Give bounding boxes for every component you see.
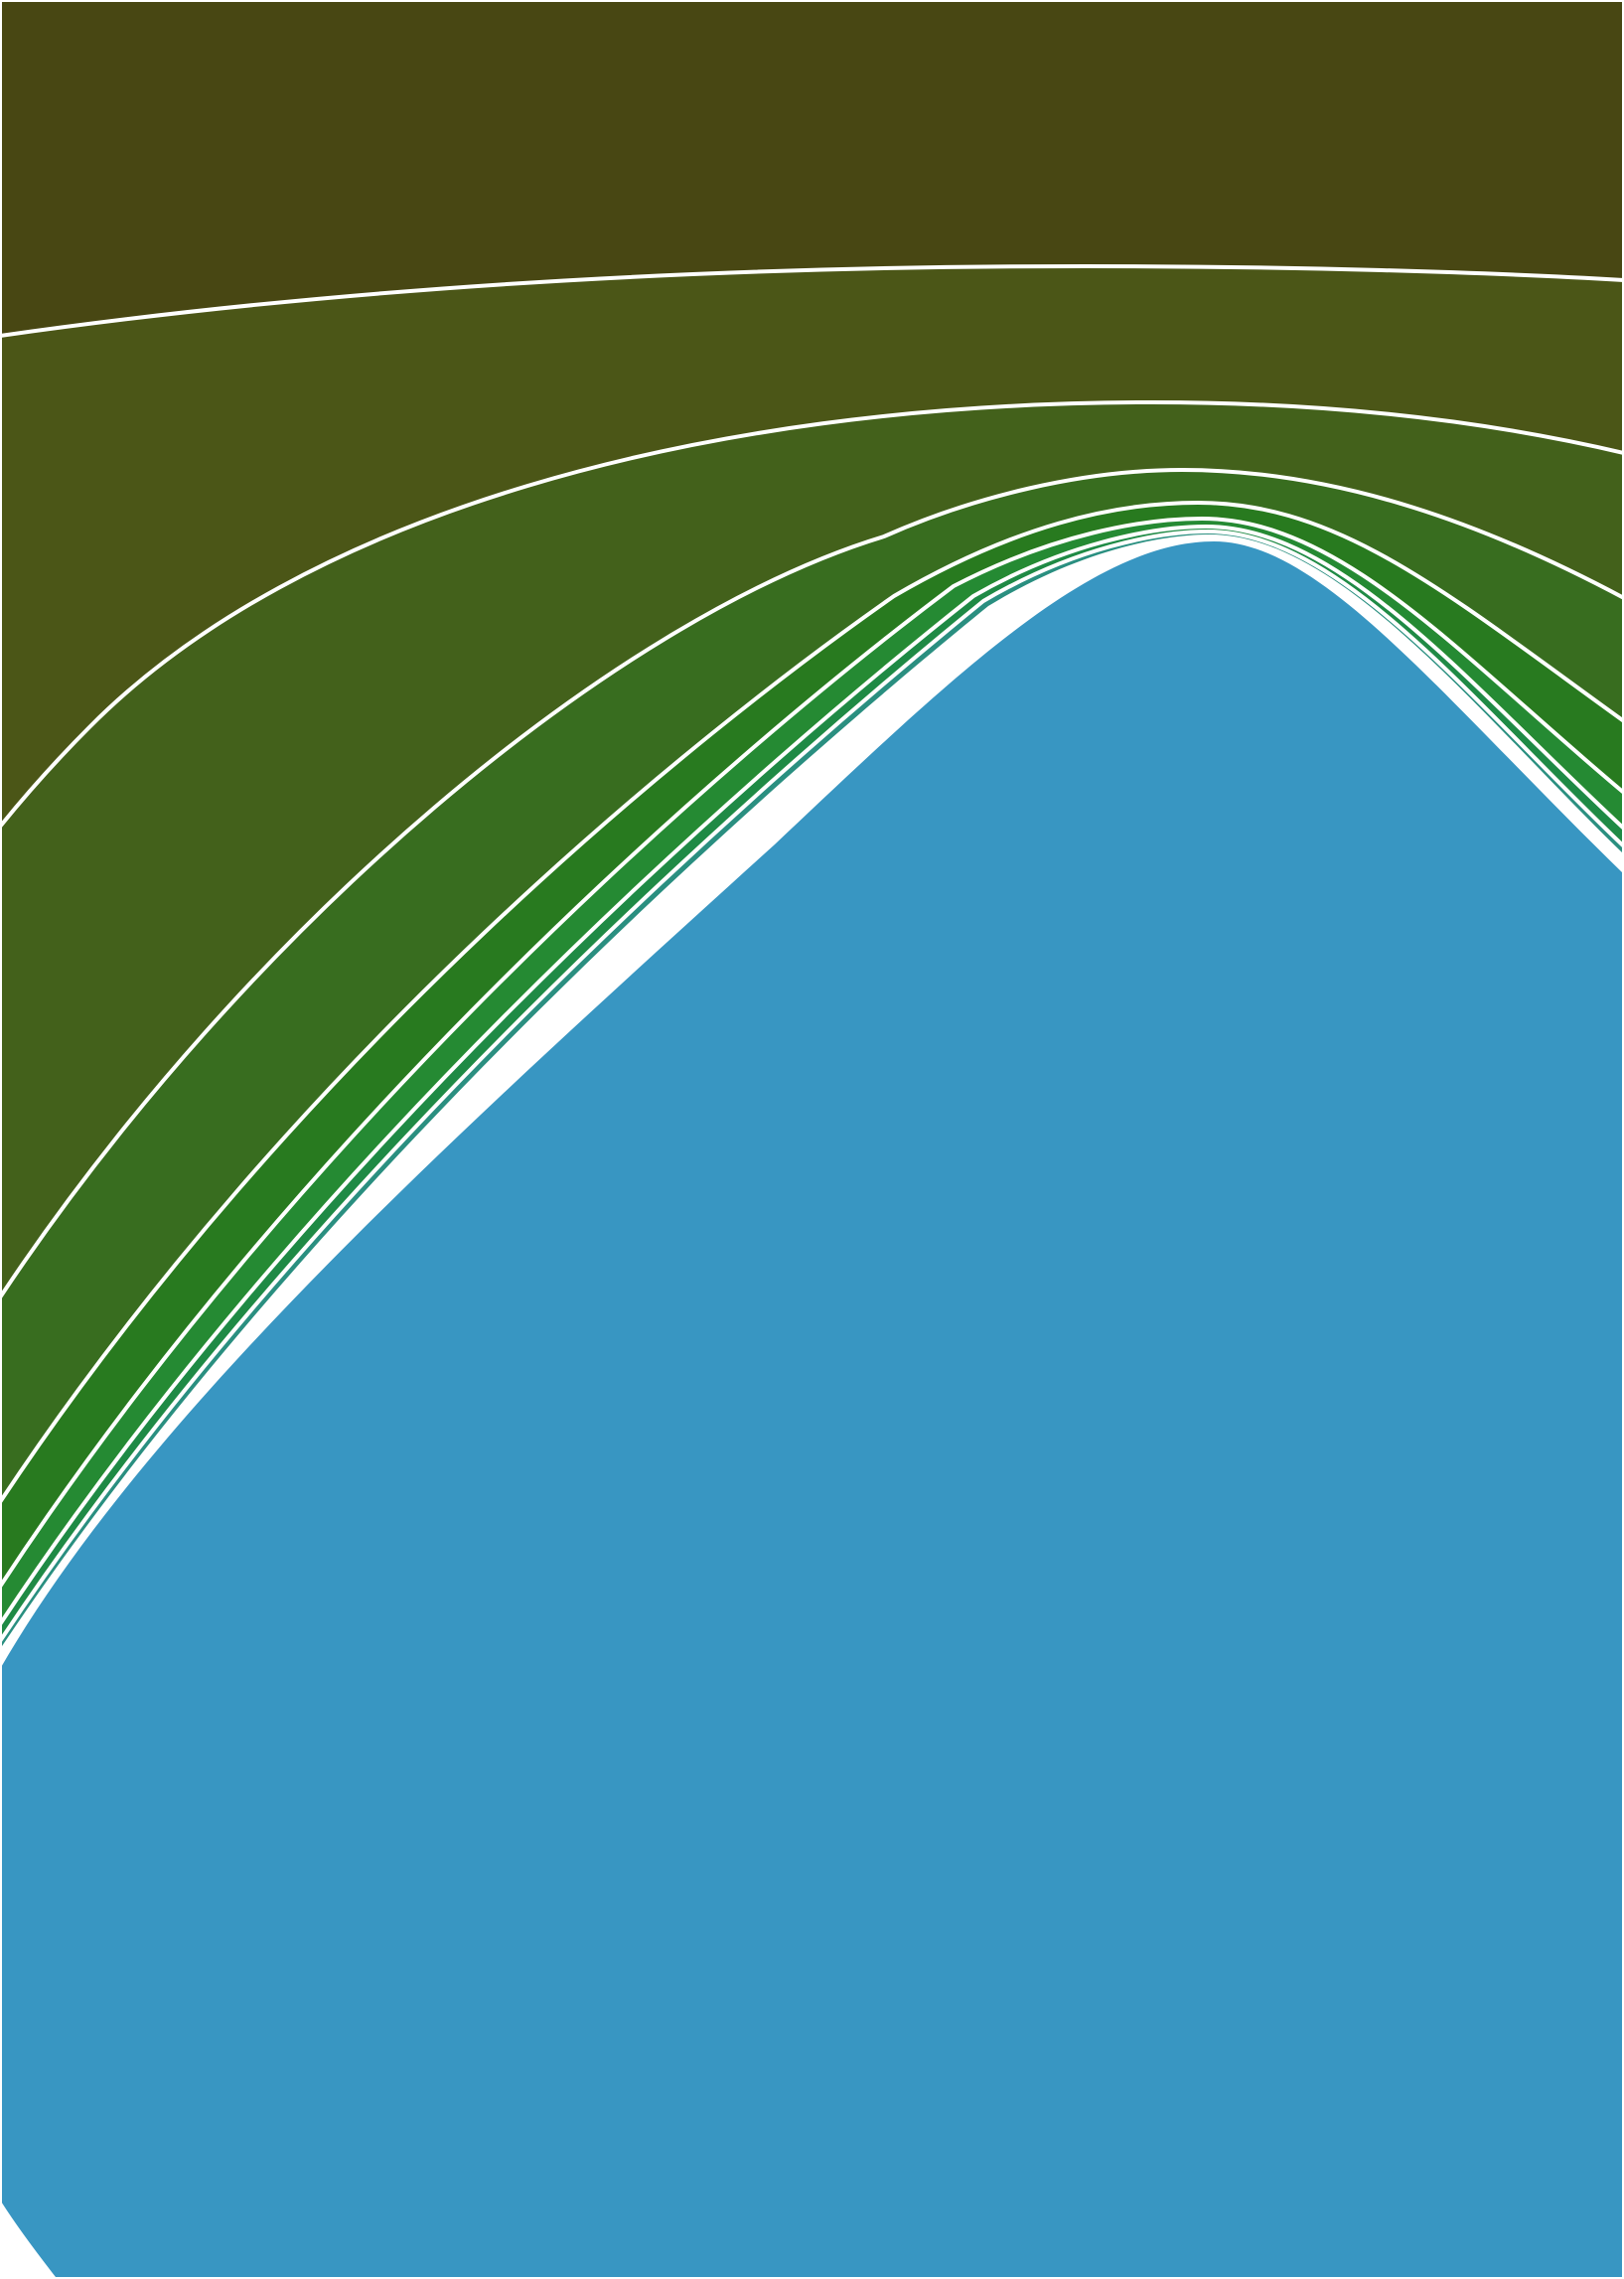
abstract-wave-artwork <box>0 0 1624 2279</box>
